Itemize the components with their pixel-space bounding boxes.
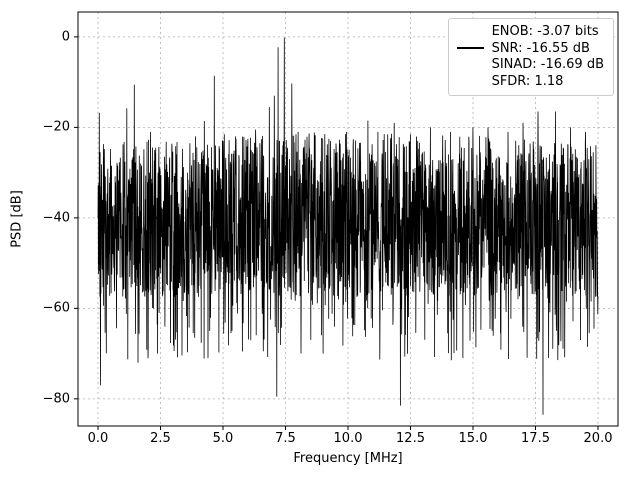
x-tick-label: 0.0 [87, 431, 109, 446]
y-tick-label: 0 [61, 29, 70, 45]
x-tick-label: 2.5 [150, 431, 171, 446]
x-tick-label: 5.0 [212, 431, 234, 446]
legend-entry-snr: SNR: -16.55 dB [491, 40, 590, 56]
legend-entry-sfdr: SFDR: 1.18 [491, 73, 564, 89]
x-tick-label: 15.0 [458, 431, 488, 446]
legend: ENOB: -3.07 bits SNR: -16.55 dB SINAD: -… [447, 18, 614, 96]
x-tick-label: 17.5 [521, 431, 550, 446]
legend-entry-sinad: SINAD: -16.69 dB [491, 57, 604, 72]
noise-trace [97, 37, 599, 415]
y-tick-label: −40 [42, 210, 70, 226]
y-tick-label: −80 [42, 391, 70, 407]
x-tick-label: 12.5 [396, 431, 425, 446]
legend-line-sample-icon [456, 47, 484, 49]
x-tick-label: 20.0 [583, 431, 613, 446]
legend-entry-enob: ENOB: -3.07 bits [491, 24, 599, 39]
x-tick-label: 10.0 [333, 431, 363, 446]
x-tick-label: 7.5 [275, 431, 296, 446]
y-axis-label: PSD [dB] [9, 190, 25, 248]
y-tick-label: −60 [42, 300, 70, 316]
y-tick-label: −20 [42, 119, 70, 135]
x-axis-label: Frequency [MHz] [293, 451, 403, 466]
legend-text-block: ENOB: -3.07 bits SNR: -16.55 dB SINAD: -… [492, 24, 604, 90]
